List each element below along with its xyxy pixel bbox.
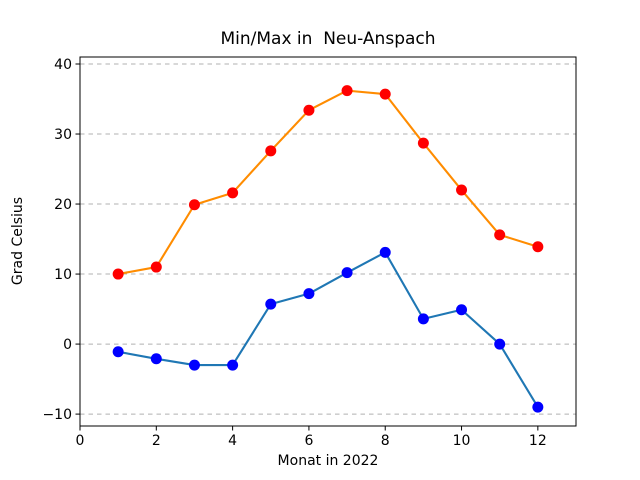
data-point-min [456,304,468,316]
data-point-max [341,85,353,97]
data-point-max [265,145,277,157]
data-point-max [494,229,506,241]
x-tick-label: 12 [529,433,547,449]
data-point-min [379,246,391,258]
x-tick-label: 0 [76,433,85,449]
data-point-min [303,288,315,300]
data-point-min [265,298,277,310]
data-point-min [188,359,200,371]
x-tick-label: 10 [453,433,471,449]
data-point-min [417,313,429,325]
data-point-min [532,401,544,413]
data-point-max [417,137,429,149]
chart-title: Min/Max in Neu-Anspach [220,29,435,49]
data-point-max [227,187,239,199]
data-point-max [303,104,315,116]
plot-frame [79,56,577,427]
axes-layer [79,56,577,427]
data-point-max [188,199,200,211]
data-layer [112,85,544,413]
data-point-max [150,261,162,273]
x-tick-label: 8 [381,433,390,449]
x-tick-label: 2 [152,433,161,449]
data-point-max [379,88,391,100]
x-tick-label: 6 [304,433,313,449]
data-point-min [227,359,239,371]
y-tick-label: 10 [54,267,72,283]
y-tick-label: 30 [54,127,72,143]
data-point-min [341,267,353,279]
data-point-min [150,353,162,365]
x-axis-label: Monat in 2022 [278,453,379,469]
series-line-min [117,251,539,409]
y-tick-label: −10 [42,407,72,423]
y-axis-label: Grad Celsius [10,197,26,285]
y-tick-label: 20 [54,197,72,213]
y-tick-label: 40 [54,57,72,73]
data-point-max [532,241,544,253]
x-tick-label: 4 [228,433,237,449]
grid-layer [80,63,576,415]
series-line-max [117,89,539,276]
data-point-max [456,184,468,196]
data-point-min [494,338,506,350]
data-point-max [112,268,124,280]
data-point-min [112,346,124,358]
y-tick-label: 0 [63,337,72,353]
